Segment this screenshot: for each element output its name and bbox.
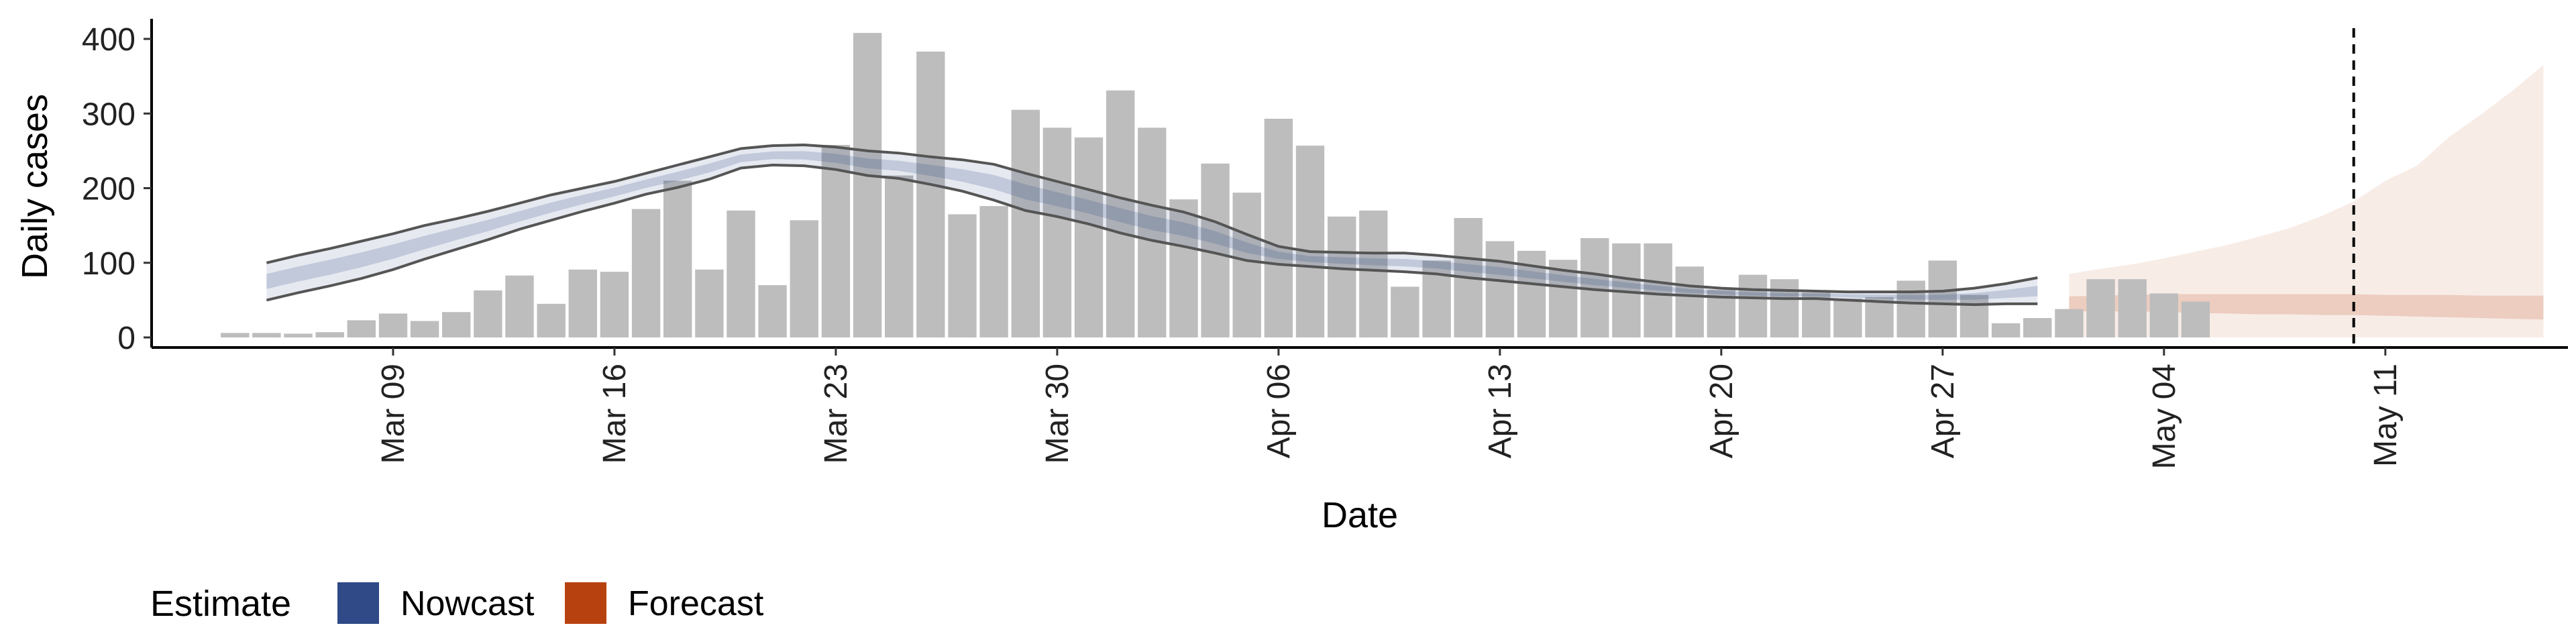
bar [2086, 279, 2115, 337]
bar [1074, 137, 1104, 337]
bar [1169, 199, 1198, 337]
x-axis-title: Date [1322, 495, 1398, 535]
bar [948, 214, 977, 337]
bar [1138, 127, 1167, 337]
forecast-band-layer [2069, 64, 2544, 338]
y-axis-title: Daily cases [15, 94, 55, 279]
bar [442, 312, 471, 337]
legend-label-forecast: Forecast [628, 584, 764, 623]
nowcast-lower-line [266, 163, 2038, 307]
legend-title: Estimate [150, 584, 291, 624]
bar [631, 209, 661, 337]
legend-swatch-nowcast [337, 582, 379, 624]
bar [1928, 260, 1957, 337]
bar [2181, 301, 2210, 337]
nowcast-upper-line [266, 143, 2038, 294]
x-tick-label: Mar 30 [1040, 364, 1075, 464]
bar [1896, 280, 1925, 337]
axes [150, 19, 2568, 349]
legend-swatch-forecast [565, 582, 606, 624]
y-tick-label: 200 [82, 172, 136, 207]
bar [315, 332, 344, 337]
x-axis-ticks: Mar 09 Mar 16 Mar 23 Mar 30 Apr 06 Apr 13 Apr … [376, 347, 2404, 469]
legend-label-nowcast: Nowcast [400, 584, 535, 623]
bar [2055, 309, 2084, 337]
x-tick-label: May 04 [2147, 364, 2182, 469]
bar [2118, 279, 2147, 337]
x-tick-label: May 11 [2368, 364, 2404, 467]
bar [410, 321, 439, 337]
bar [758, 285, 787, 337]
x-tick-label: Apr 06 [1261, 364, 1297, 458]
bar [853, 33, 882, 337]
x-tick-label: Mar 23 [818, 364, 854, 464]
bar [284, 333, 313, 337]
y-axis-ticks: 0 100 200 300 400 [82, 22, 152, 356]
bar [1359, 210, 1388, 337]
bar [1960, 294, 1989, 337]
bar [695, 269, 724, 337]
bar [821, 145, 851, 337]
x-tick-label: Apr 13 [1483, 364, 1518, 458]
bar [790, 220, 818, 337]
bar [1865, 297, 1894, 337]
bar [1675, 266, 1704, 337]
bar [1295, 146, 1325, 337]
bar [505, 275, 534, 337]
y-tick-label: 400 [82, 22, 136, 58]
bar [885, 175, 914, 337]
bar [1644, 243, 1672, 337]
bar [663, 180, 692, 337]
bar [600, 272, 629, 337]
bar [979, 206, 1008, 337]
bar [1833, 299, 1862, 337]
bar [1738, 274, 1768, 337]
bar [1232, 193, 1261, 337]
bar [378, 313, 408, 337]
bar [916, 51, 945, 338]
bar [1106, 90, 1135, 338]
bar [347, 320, 376, 337]
bar [1485, 241, 1515, 337]
y-tick-label: 0 [117, 321, 136, 356]
bar [1042, 127, 1072, 337]
bar [727, 210, 755, 337]
bar [1328, 216, 1356, 337]
bar [1264, 119, 1293, 337]
bar [1770, 279, 1799, 337]
x-tick-label: Mar 16 [597, 364, 633, 464]
nowcast-inner-band [266, 151, 2038, 300]
bar [568, 269, 597, 337]
x-tick-label: Apr 27 [1925, 364, 1961, 458]
x-tick-label: Apr 20 [1704, 364, 1739, 458]
forecast-outer-band [2069, 64, 2544, 338]
bar [474, 290, 502, 337]
y-tick-label: 100 [82, 246, 136, 282]
bar-series [221, 33, 2210, 338]
forecast-inner-band [2069, 294, 2544, 320]
bar [2023, 318, 2052, 337]
bar [537, 303, 566, 337]
bar [221, 333, 250, 337]
bar [1548, 260, 1578, 337]
x-tick-label: Mar 09 [376, 364, 411, 464]
bar [2149, 293, 2178, 337]
legend: Estimate Nowcast Forecast [150, 582, 764, 624]
y-tick-label: 300 [82, 97, 136, 132]
bar [1991, 323, 2021, 337]
nowcast-outer-band [266, 145, 2038, 305]
bar [252, 333, 281, 337]
bar [1391, 286, 1419, 337]
nowcast-band-layer [266, 143, 2038, 307]
bar [1011, 109, 1040, 337]
